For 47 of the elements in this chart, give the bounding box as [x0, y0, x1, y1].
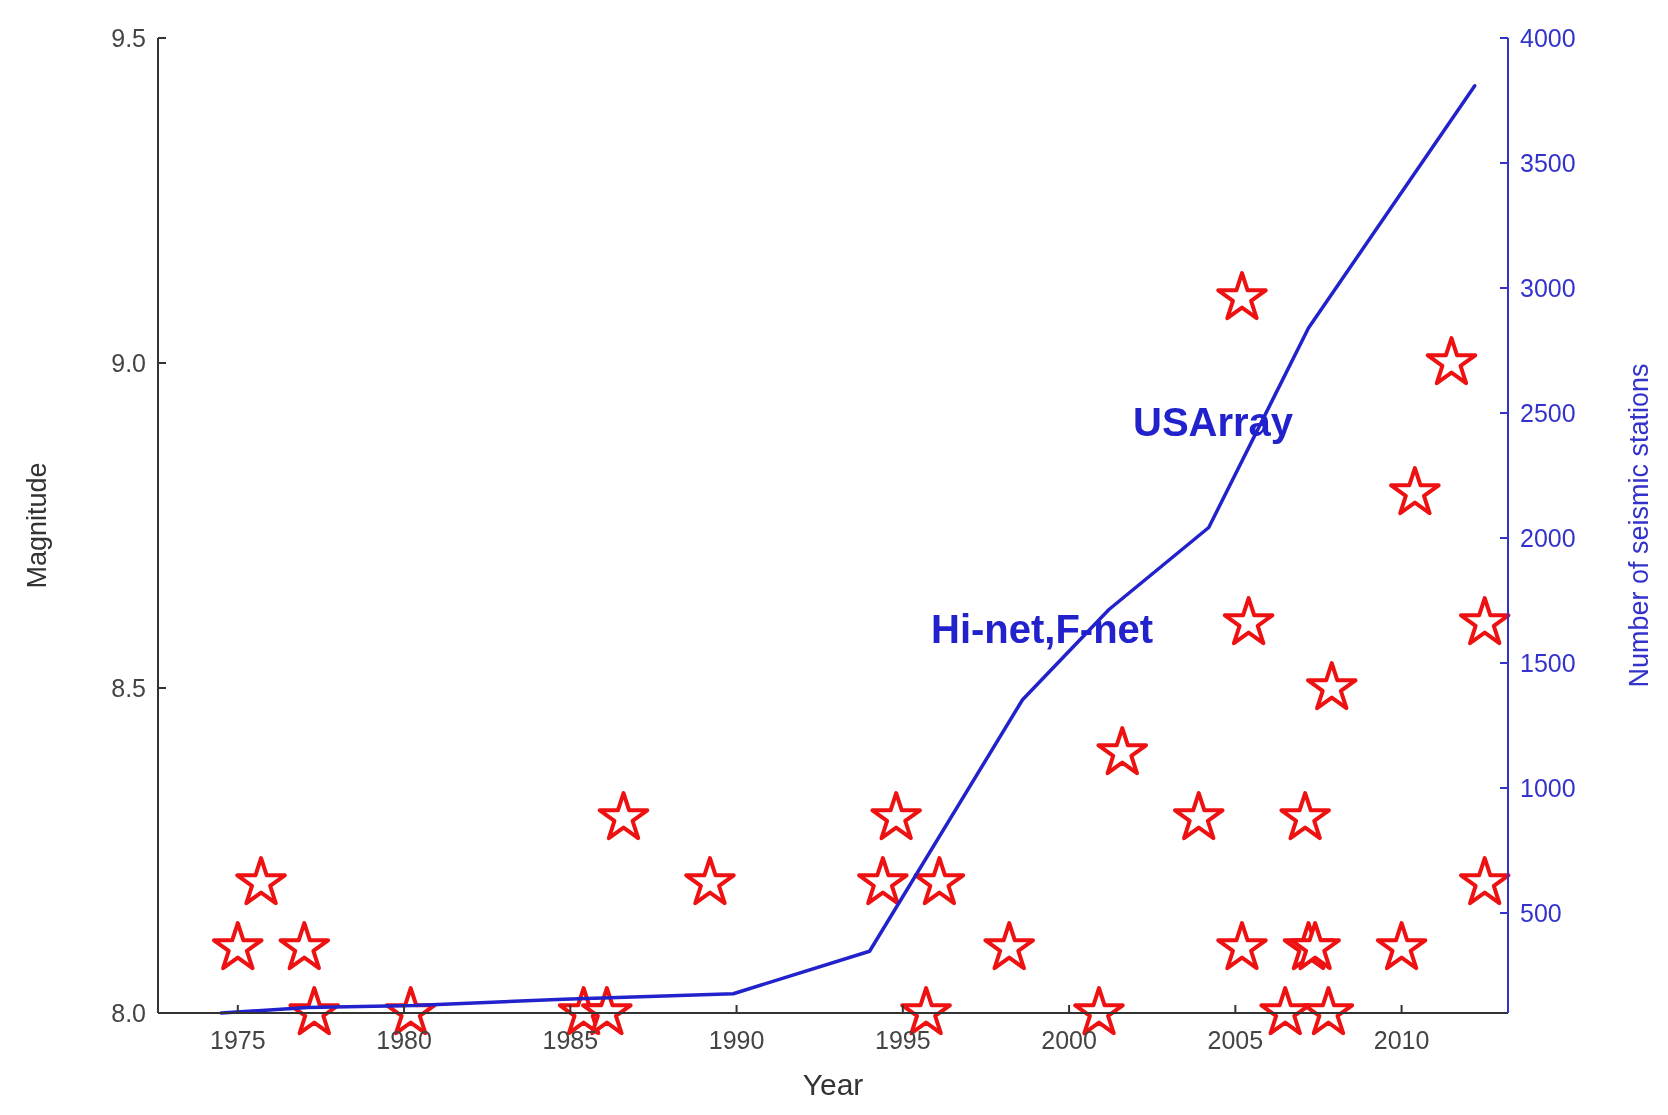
point — [1216, 271, 1268, 321]
point — [1389, 466, 1441, 516]
point — [1222, 596, 1275, 646]
y2-tick-label: 2500 — [1520, 399, 1576, 427]
point — [1306, 661, 1358, 711]
y-tick-label: 9.5 — [111, 24, 146, 52]
point — [1173, 791, 1225, 841]
y-tick-label: 9.0 — [111, 349, 146, 377]
y-axis-title: Magnitude — [22, 462, 52, 589]
x-tick-label: 1995 — [875, 1026, 931, 1054]
point — [278, 921, 331, 971]
point — [1279, 791, 1331, 841]
point — [1096, 726, 1149, 776]
x-tick-label: 1975 — [209, 1026, 266, 1054]
y2-tick-label: 4000 — [1520, 24, 1576, 52]
y-tick-label: 8.5 — [111, 674, 146, 702]
point — [983, 921, 1035, 971]
point — [913, 856, 966, 906]
x-tick-label: 1990 — [708, 1026, 765, 1054]
x-axis-title: Year — [802, 1068, 864, 1101]
point — [857, 856, 909, 906]
point — [1458, 596, 1511, 646]
y2-axis-title: Number of seismic stations — [1624, 363, 1654, 688]
point — [684, 856, 736, 906]
y-tick-label: 8.0 — [111, 999, 146, 1027]
y2-tick-label: 3500 — [1520, 149, 1576, 177]
y2-tick-label: 500 — [1520, 899, 1562, 927]
x-tick-label: 1985 — [542, 1026, 599, 1054]
x-tick-label: 2010 — [1373, 1026, 1430, 1054]
point — [1289, 921, 1341, 971]
x-tick-label: 2000 — [1041, 1026, 1097, 1054]
point — [235, 856, 287, 906]
point — [1458, 856, 1511, 906]
x-tick-label: 2005 — [1207, 1026, 1264, 1054]
line-series — [219, 84, 1477, 1015]
point — [1425, 336, 1478, 386]
point — [212, 921, 264, 971]
point — [1216, 921, 1268, 971]
x-tick-label: 1980 — [376, 1026, 432, 1054]
point — [1302, 986, 1355, 1036]
y2-tick-label: 1500 — [1520, 649, 1576, 677]
point — [870, 791, 922, 841]
y2-tick-label: 2000 — [1520, 524, 1576, 552]
point — [1375, 921, 1428, 971]
y2-tick-label: 3000 — [1520, 274, 1576, 302]
y2-tick-label: 1000 — [1520, 774, 1576, 802]
point — [597, 791, 650, 841]
